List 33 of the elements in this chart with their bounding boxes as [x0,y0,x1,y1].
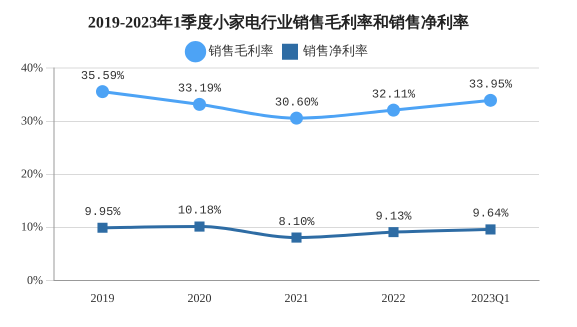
point [485,224,496,234]
point [387,104,400,117]
x-tick-label: 2020 [187,290,212,305]
x-tick-label: 2019 [90,290,114,305]
point [484,94,497,107]
data-label: 35.59% [80,68,125,83]
point [291,232,302,243]
point [388,227,399,238]
legend-label: 销售毛利率 [208,43,274,60]
x-tick-label: 2023Q1 [471,290,510,305]
y-tick-label: 20% [20,166,43,181]
data-label: 30.60% [274,95,319,110]
legend-label: 销售净利率 [302,43,368,60]
data-label: 33.19% [178,82,222,96]
point [97,222,108,233]
chart-title: 2019-2023年1季度小家电行业销售毛利率和销售净利率 [88,12,470,32]
y-tick-label: 30% [20,113,43,128]
x-tick-label: 2021 [284,290,308,305]
data-label: 32.11% [372,87,416,102]
data-label: 10.18% [178,204,222,218]
data-label: 9.13% [375,209,412,224]
data-label: 9.64% [472,206,510,221]
data-label: 9.95% [84,204,122,219]
data-label: 8.10% [278,214,316,229]
data-label: 33.95% [468,77,513,92]
y-tick-label: 40% [20,60,43,74]
x-tick-label: 2022 [382,290,406,305]
point [194,222,205,232]
y-tick-label: 10% [20,220,43,234]
y-tick-label: 0% [26,272,43,287]
point [96,85,109,98]
point [290,112,303,125]
point [193,98,206,111]
